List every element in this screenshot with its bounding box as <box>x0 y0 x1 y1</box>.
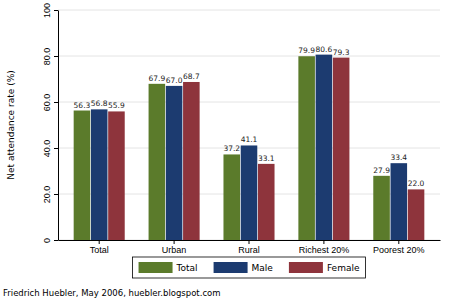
data-label: 41.1 <box>241 135 258 144</box>
x-tick-mark <box>323 240 324 244</box>
y-axis-title: Net attendance rate (%) <box>6 70 16 179</box>
legend-label: Male <box>252 263 274 273</box>
data-label: 33.1 <box>258 154 275 163</box>
y-tick-mark <box>54 56 58 57</box>
bar <box>298 56 315 240</box>
data-label: 79.3 <box>333 48 350 57</box>
data-label: 33.4 <box>390 153 407 162</box>
x-tick: Poorest 20% <box>373 240 425 255</box>
data-labels: 56.3 67.9 37.2 79.9 27.9 56.8 67.0 41.1 80.6 33.4… <box>74 45 425 189</box>
legend-box <box>133 257 366 278</box>
y-tick: 20.0 <box>42 186 58 204</box>
legend: Total Male Female <box>133 257 366 278</box>
data-label: 22.0 <box>408 179 425 188</box>
data-label: 56.3 <box>74 101 91 110</box>
legend-item: Female <box>289 262 360 273</box>
y-tick: 100 <box>42 3 58 18</box>
y-tick-label: 40.0 <box>42 140 52 158</box>
grid-line <box>58 56 440 57</box>
data-label: 80.6 <box>316 45 333 54</box>
data-label: 79.9 <box>298 46 315 55</box>
bar <box>391 163 408 240</box>
y-tick-label: 100 <box>42 3 52 18</box>
x-tick-label: Total <box>90 245 109 255</box>
legend-label: Total <box>176 263 198 273</box>
y-tick: 80.0 <box>42 48 58 66</box>
y-tick-mark <box>54 10 58 11</box>
y-tick-label: 80.0 <box>42 48 52 66</box>
x-tick-label: Urban <box>162 245 187 255</box>
bars <box>74 55 425 240</box>
bar <box>223 154 240 240</box>
y-tick: 0 <box>42 238 58 243</box>
bar <box>241 145 258 240</box>
x-tick-label: Poorest 20% <box>373 245 425 255</box>
bar <box>108 111 125 240</box>
x-tick: Total <box>90 240 109 255</box>
legend-swatch <box>214 262 248 273</box>
legend-label: Female <box>327 263 360 273</box>
x-tick-mark <box>398 240 399 244</box>
grid <box>58 10 440 240</box>
y-axis-line <box>58 11 59 241</box>
x-axis: Total Urban Rural Richest 20% Poorest 20% <box>59 240 441 255</box>
y-tick-label: 60.0 <box>42 94 52 112</box>
data-label: 68.7 <box>183 72 200 81</box>
x-tick-label: Rural <box>238 245 260 255</box>
x-tick-mark <box>174 240 175 244</box>
y-tick-mark <box>54 240 58 241</box>
bar <box>316 55 333 240</box>
y-tick-mark <box>54 102 58 103</box>
data-label: 55.9 <box>108 101 125 110</box>
legend-item: Male <box>214 262 274 273</box>
x-tick-mark <box>249 240 250 244</box>
data-label: 67.0 <box>166 76 183 85</box>
y-tick-mark <box>54 194 58 195</box>
y-tick-label: 20.0 <box>42 186 52 204</box>
x-tick-mark <box>99 240 100 244</box>
x-tick-label: Richest 20% <box>299 245 350 255</box>
y-tick-mark <box>54 148 58 149</box>
bar <box>183 82 200 240</box>
legend-swatch <box>139 262 173 273</box>
bar <box>91 109 108 240</box>
bar <box>258 164 275 240</box>
annotation: Friedrich Huebler, May 2006, huebler.blo… <box>3 288 221 298</box>
x-tick: Urban <box>162 240 187 255</box>
data-label: 56.8 <box>91 99 108 108</box>
x-tick: Richest 20% <box>299 240 350 255</box>
y-tick: 60.0 <box>42 94 58 112</box>
legend-swatch <box>289 262 323 273</box>
plot: 56.3 67.9 37.2 79.9 27.9 56.8 67.0 41.1 80.6 33.4… <box>42 3 441 255</box>
data-label: 37.2 <box>223 144 240 153</box>
bar <box>333 58 350 240</box>
legend-item: Total <box>139 262 198 273</box>
grid-line <box>58 10 440 11</box>
y-tick-label: 0 <box>42 238 52 243</box>
data-label: 27.9 <box>373 166 390 175</box>
x-tick: Rural <box>238 240 260 255</box>
bar <box>373 176 390 240</box>
data-label: 67.9 <box>148 74 165 83</box>
chart: 56.3 67.9 37.2 79.9 27.9 56.8 67.0 41.1 80.6 33.4… <box>0 0 450 300</box>
bar <box>408 189 425 240</box>
bar <box>166 86 183 240</box>
y-axis: 0 20.0 40.0 60.0 80.0 100 <box>42 3 59 243</box>
bar <box>149 84 166 240</box>
y-tick: 40.0 <box>42 140 58 158</box>
bar <box>74 111 91 240</box>
